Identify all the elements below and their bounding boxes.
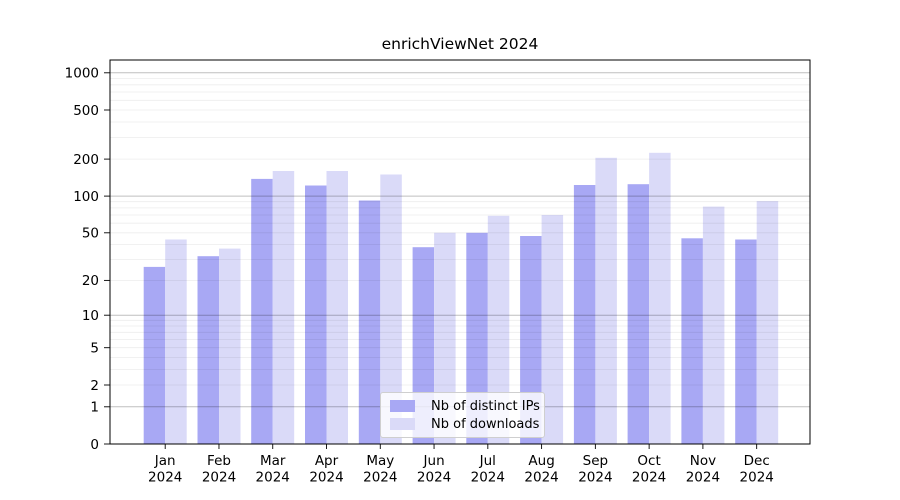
x-tick-label: Nov 2024	[686, 453, 720, 486]
bar-downloads	[326, 171, 348, 444]
y-tick-label: 200	[73, 152, 99, 168]
legend: Nb of distinct IPs Nb of downloads	[380, 392, 545, 438]
x-tick-label: Oct 2024	[632, 453, 666, 486]
x-tick-label: Apr 2024	[309, 453, 343, 486]
bar-distinct-ips	[197, 256, 219, 444]
x-tick-label: Mar 2024	[256, 453, 290, 486]
chart-title: enrichViewNet 2024	[381, 35, 539, 53]
y-tick-label: 100	[73, 189, 99, 205]
bar-distinct-ips	[466, 232, 488, 444]
y-tick-label: 20	[82, 273, 99, 289]
legend-item-downloads: Nb of downloads	[390, 415, 539, 433]
bar-distinct-ips	[143, 266, 166, 444]
x-tick-label: Aug 2024	[524, 453, 558, 486]
bar-distinct-ips	[573, 185, 596, 444]
legend-swatch-downloads	[390, 418, 415, 430]
x-tick-label: May 2024	[363, 453, 397, 486]
bar-downloads	[434, 232, 456, 444]
bar-distinct-ips	[251, 178, 273, 444]
x-tick-label: Feb 2024	[202, 453, 236, 486]
bar-distinct-ips	[735, 239, 757, 444]
bar-downloads	[380, 174, 402, 444]
bar-downloads	[541, 215, 564, 444]
bar-downloads	[702, 206, 725, 444]
y-tick-label: 50	[82, 226, 99, 242]
y-tick-label: 1	[90, 400, 99, 416]
x-tick-label: Jan 2024	[148, 453, 182, 486]
bar-distinct-ips	[681, 238, 703, 444]
x-tick-label: Sep 2024	[578, 453, 612, 486]
y-tick-label: 500	[73, 103, 99, 119]
x-tick-label: Dec 2024	[740, 453, 774, 486]
bar-downloads	[649, 152, 671, 445]
bar-distinct-ips	[305, 185, 327, 444]
bar-downloads	[595, 157, 617, 445]
y-tick-label: 0	[90, 437, 99, 453]
bar-downloads	[219, 248, 241, 444]
y-tick-label: 10	[82, 308, 99, 324]
x-tick-label: Jun 2024	[417, 453, 451, 486]
bar-downloads	[487, 215, 510, 444]
x-tick-label: Jul 2024	[471, 453, 505, 486]
legend-label-distinct-ips: Nb of distinct IPs	[431, 398, 540, 414]
y-tick-label: 2	[90, 378, 99, 394]
bar-downloads	[272, 171, 295, 444]
y-tick-label: 1000	[65, 66, 99, 82]
bar-distinct-ips	[358, 200, 381, 444]
legend-label-downloads: Nb of downloads	[431, 416, 540, 432]
legend-swatch-distinct-ips	[390, 400, 415, 412]
bar-downloads	[756, 201, 779, 444]
y-tick-label: 5	[90, 341, 99, 357]
legend-item-distinct-ips: Nb of distinct IPs	[390, 397, 540, 415]
bar-downloads	[165, 239, 187, 444]
plot-border	[109, 59, 811, 445]
bar-distinct-ips	[627, 184, 650, 444]
